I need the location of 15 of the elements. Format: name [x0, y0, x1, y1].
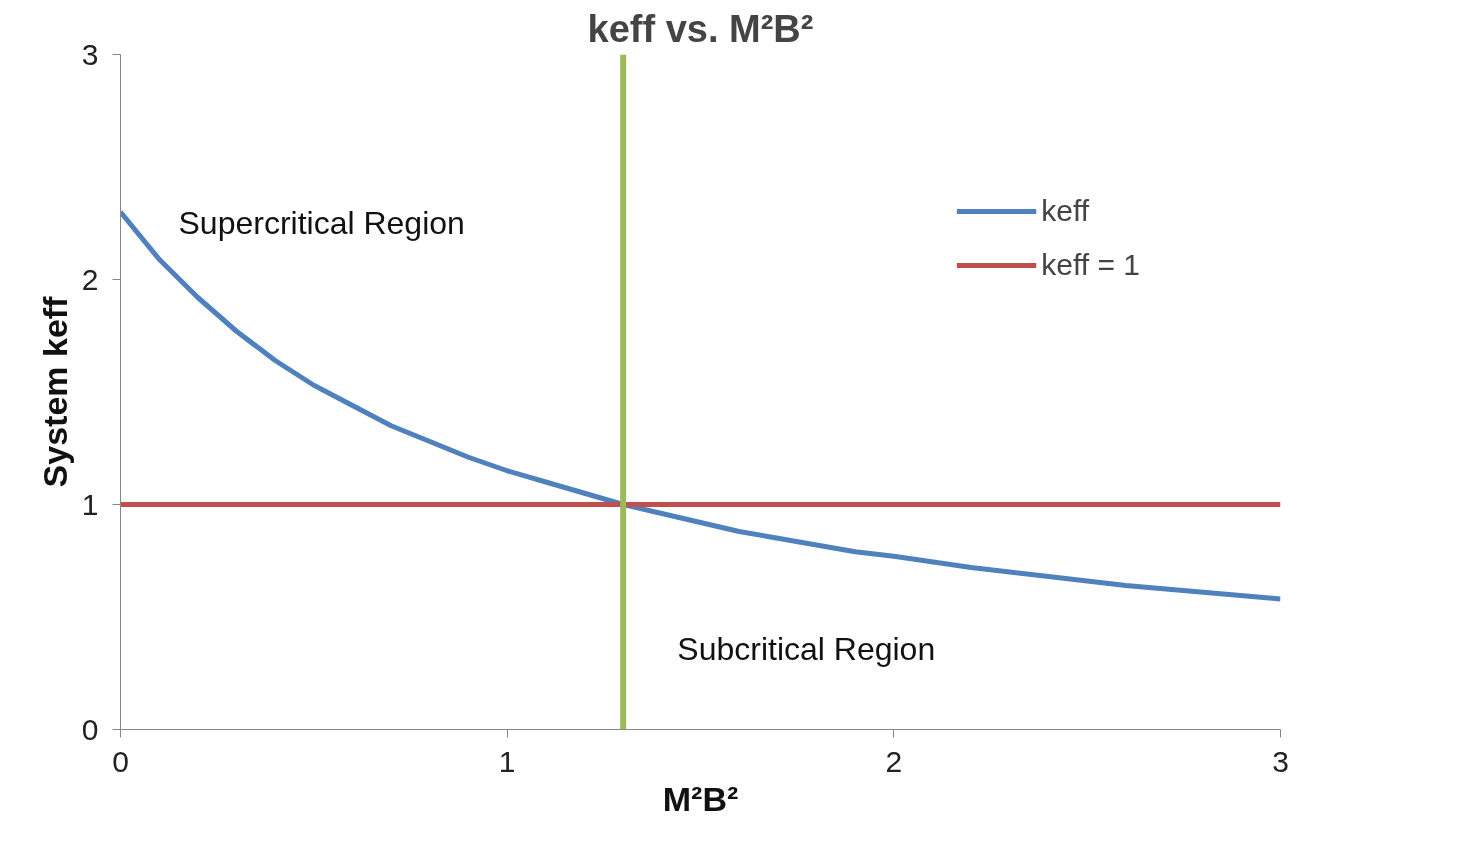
x-tick-label: 3 — [1272, 744, 1289, 778]
y-tick-label: 1 — [81, 487, 99, 521]
x-tick-label: 0 — [112, 744, 129, 778]
x-axis-title: M²B² — [662, 779, 739, 818]
chart-title: keff vs. M²B² — [587, 7, 814, 50]
legend-label: keff — [1041, 194, 1090, 228]
y-tick-label: 2 — [81, 262, 99, 296]
x-tick-label: 2 — [885, 744, 903, 778]
annotation: Subcritical Region — [677, 630, 936, 667]
annotation: Supercritical Region — [178, 205, 465, 242]
y-tick-label: 3 — [81, 37, 99, 71]
x-tick-label: 1 — [498, 744, 516, 778]
legend-label: keff = 1 — [1041, 248, 1140, 282]
y-axis-title: System keff — [35, 295, 74, 488]
y-tick-label: 0 — [81, 712, 99, 746]
